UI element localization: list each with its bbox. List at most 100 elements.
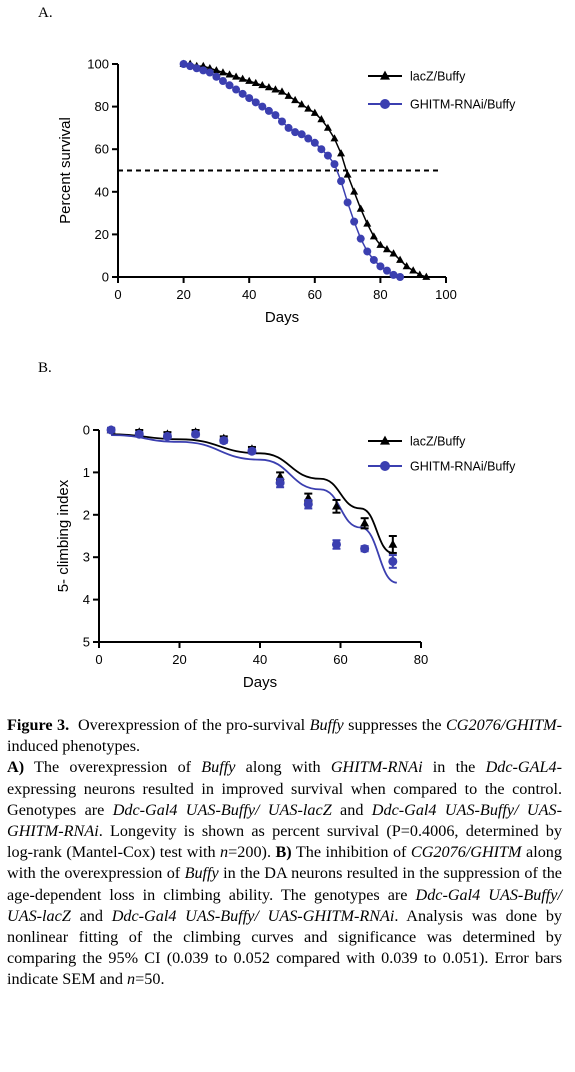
data-point-lacz <box>291 95 300 104</box>
data-point-lacz <box>284 91 293 99</box>
legend-label-lacz: lacZ/Buffy <box>410 435 466 449</box>
x-axis-label: Days <box>243 674 277 691</box>
data-point-ghitm <box>134 429 144 439</box>
data-point-lacz <box>317 115 326 123</box>
data-point-ghitm <box>382 266 391 275</box>
data-point-lacz <box>310 108 319 116</box>
data-point-ghitm <box>303 499 313 509</box>
data-point-ghitm <box>247 446 257 456</box>
x-tick-label: 20 <box>172 652 186 667</box>
x-tick-label: 60 <box>308 287 322 302</box>
caption-italic: CG2076/GHITM <box>446 716 557 734</box>
caption-text: and <box>70 906 112 925</box>
x-tick-label: 40 <box>253 652 267 667</box>
caption-italic: GHITM-RNAi <box>330 758 423 777</box>
data-point-lacz <box>369 232 378 240</box>
caption-italic: n <box>127 970 136 989</box>
data-point-ghitm <box>376 262 385 271</box>
data-point-ghitm <box>251 98 260 107</box>
data-point-ghitm <box>396 273 405 281</box>
y-tick-label: 1 <box>83 465 90 480</box>
y-tick-label: 2 <box>83 507 90 522</box>
data-point-lacz <box>402 262 411 270</box>
data-point-lacz <box>212 66 221 74</box>
data-point-ghitm <box>369 255 378 264</box>
caption-italic: n <box>220 843 229 862</box>
legend-label-ghitm: GHITM-RNAi/Buffy <box>410 460 516 474</box>
data-point-lacz <box>415 270 424 278</box>
data-point-ghitm <box>275 478 285 488</box>
data-point-ghitm <box>337 177 346 186</box>
caption-text: -induced phenotypes. <box>7 716 563 756</box>
fit-curve-ghitm <box>111 434 398 584</box>
caption-italic: Ddc-Gal4 UAS-Buffy/ UAS-lacZ <box>112 800 332 819</box>
y-tick-label: 4 <box>83 592 90 607</box>
caption-italic: Ddc-GAL4 <box>485 758 557 777</box>
legend-marker-lacz <box>380 435 390 445</box>
caption-italic: Buffy <box>309 716 344 734</box>
data-point-ghitm <box>363 247 372 256</box>
data-point-lacz <box>343 170 352 178</box>
data-point-ghitm <box>350 217 359 226</box>
data-point-ghitm <box>343 198 352 207</box>
caption-text: suppresses the <box>343 716 446 734</box>
data-point-lacz <box>304 104 313 112</box>
caption-text: . Analysis was done by nonlinear fitting… <box>7 906 563 989</box>
x-tick-label: 20 <box>176 287 190 302</box>
y-tick-label: 0 <box>102 270 109 285</box>
data-point-ghitm <box>212 72 221 81</box>
data-point-ghitm <box>388 556 398 566</box>
data-point-lacz <box>350 187 359 195</box>
caption-italic: Buffy <box>201 758 236 777</box>
data-point-lacz <box>271 85 280 93</box>
data-point-ghitm <box>323 151 332 160</box>
caption-italic: Ddc-Gal4 UAS-Buffy/ UAS-GHITM-RNAi <box>111 906 395 925</box>
data-point-lacz <box>409 266 418 274</box>
y-tick-label: 5 <box>83 635 90 650</box>
x-tick-label: 80 <box>373 287 387 302</box>
data-point-ghitm <box>179 60 188 68</box>
caption-text: and <box>331 800 372 819</box>
data-point-ghitm <box>291 128 300 137</box>
data-point-ghitm <box>264 106 273 115</box>
data-point-ghitm <box>191 429 201 439</box>
data-point-lacz <box>218 68 227 76</box>
figure-caption: Figure 3. Overexpression of the pro-surv… <box>7 715 562 991</box>
data-point-ghitm <box>284 123 293 132</box>
data-point-lacz <box>232 72 241 80</box>
caption-italic: Ddc-Gal4 UAS-Buffy/ UAS-lacZ <box>7 885 562 925</box>
data-point-ghitm <box>310 138 319 147</box>
caption-italic: CG2076/GHITM <box>410 843 522 862</box>
data-point-lacz <box>389 249 398 257</box>
data-point-lacz <box>356 204 365 212</box>
caption-italic: Ddc-Gal4 UAS-Buffy/ UAS-GHITM-RNAi <box>7 800 562 841</box>
data-point-lacz <box>337 149 346 157</box>
data-point-lacz <box>360 518 370 527</box>
data-point-ghitm <box>389 270 398 279</box>
y-tick-label: 80 <box>95 99 109 114</box>
data-point-ghitm <box>192 64 201 73</box>
data-point-lacz <box>238 74 247 82</box>
data-point-ghitm <box>106 425 116 435</box>
data-point-lacz <box>422 272 431 280</box>
y-tick-label: 3 <box>83 550 90 565</box>
caption-text: =50. <box>135 970 165 989</box>
x-tick-label: 0 <box>95 652 102 667</box>
data-point-lacz <box>251 78 260 87</box>
caption-body: A) The overexpression of Buffy along wit… <box>7 757 562 990</box>
data-point-lacz <box>258 80 267 89</box>
x-tick-label: 60 <box>333 652 347 667</box>
y-axis-label: 5- climbing index <box>55 479 72 592</box>
data-point-lacz <box>376 240 385 248</box>
data-point-lacz <box>264 83 273 91</box>
x-tick-label: 80 <box>414 652 428 667</box>
caption-text: in the DA neurons resulted in the suppre… <box>7 864 562 904</box>
caption-figure-number: Figure 3. <box>7 716 70 734</box>
data-point-ghitm <box>245 94 254 103</box>
data-point-lacz <box>363 219 372 227</box>
panel-b-label: B. <box>38 360 52 376</box>
data-point-ghitm <box>331 539 341 549</box>
survival-chart: 0 20 40 60 80 100 0 20 40 60 80 100 Days Percent surv… <box>57 57 516 327</box>
data-point-ghitm <box>162 431 172 441</box>
y-tick-label: 0 <box>83 423 90 438</box>
